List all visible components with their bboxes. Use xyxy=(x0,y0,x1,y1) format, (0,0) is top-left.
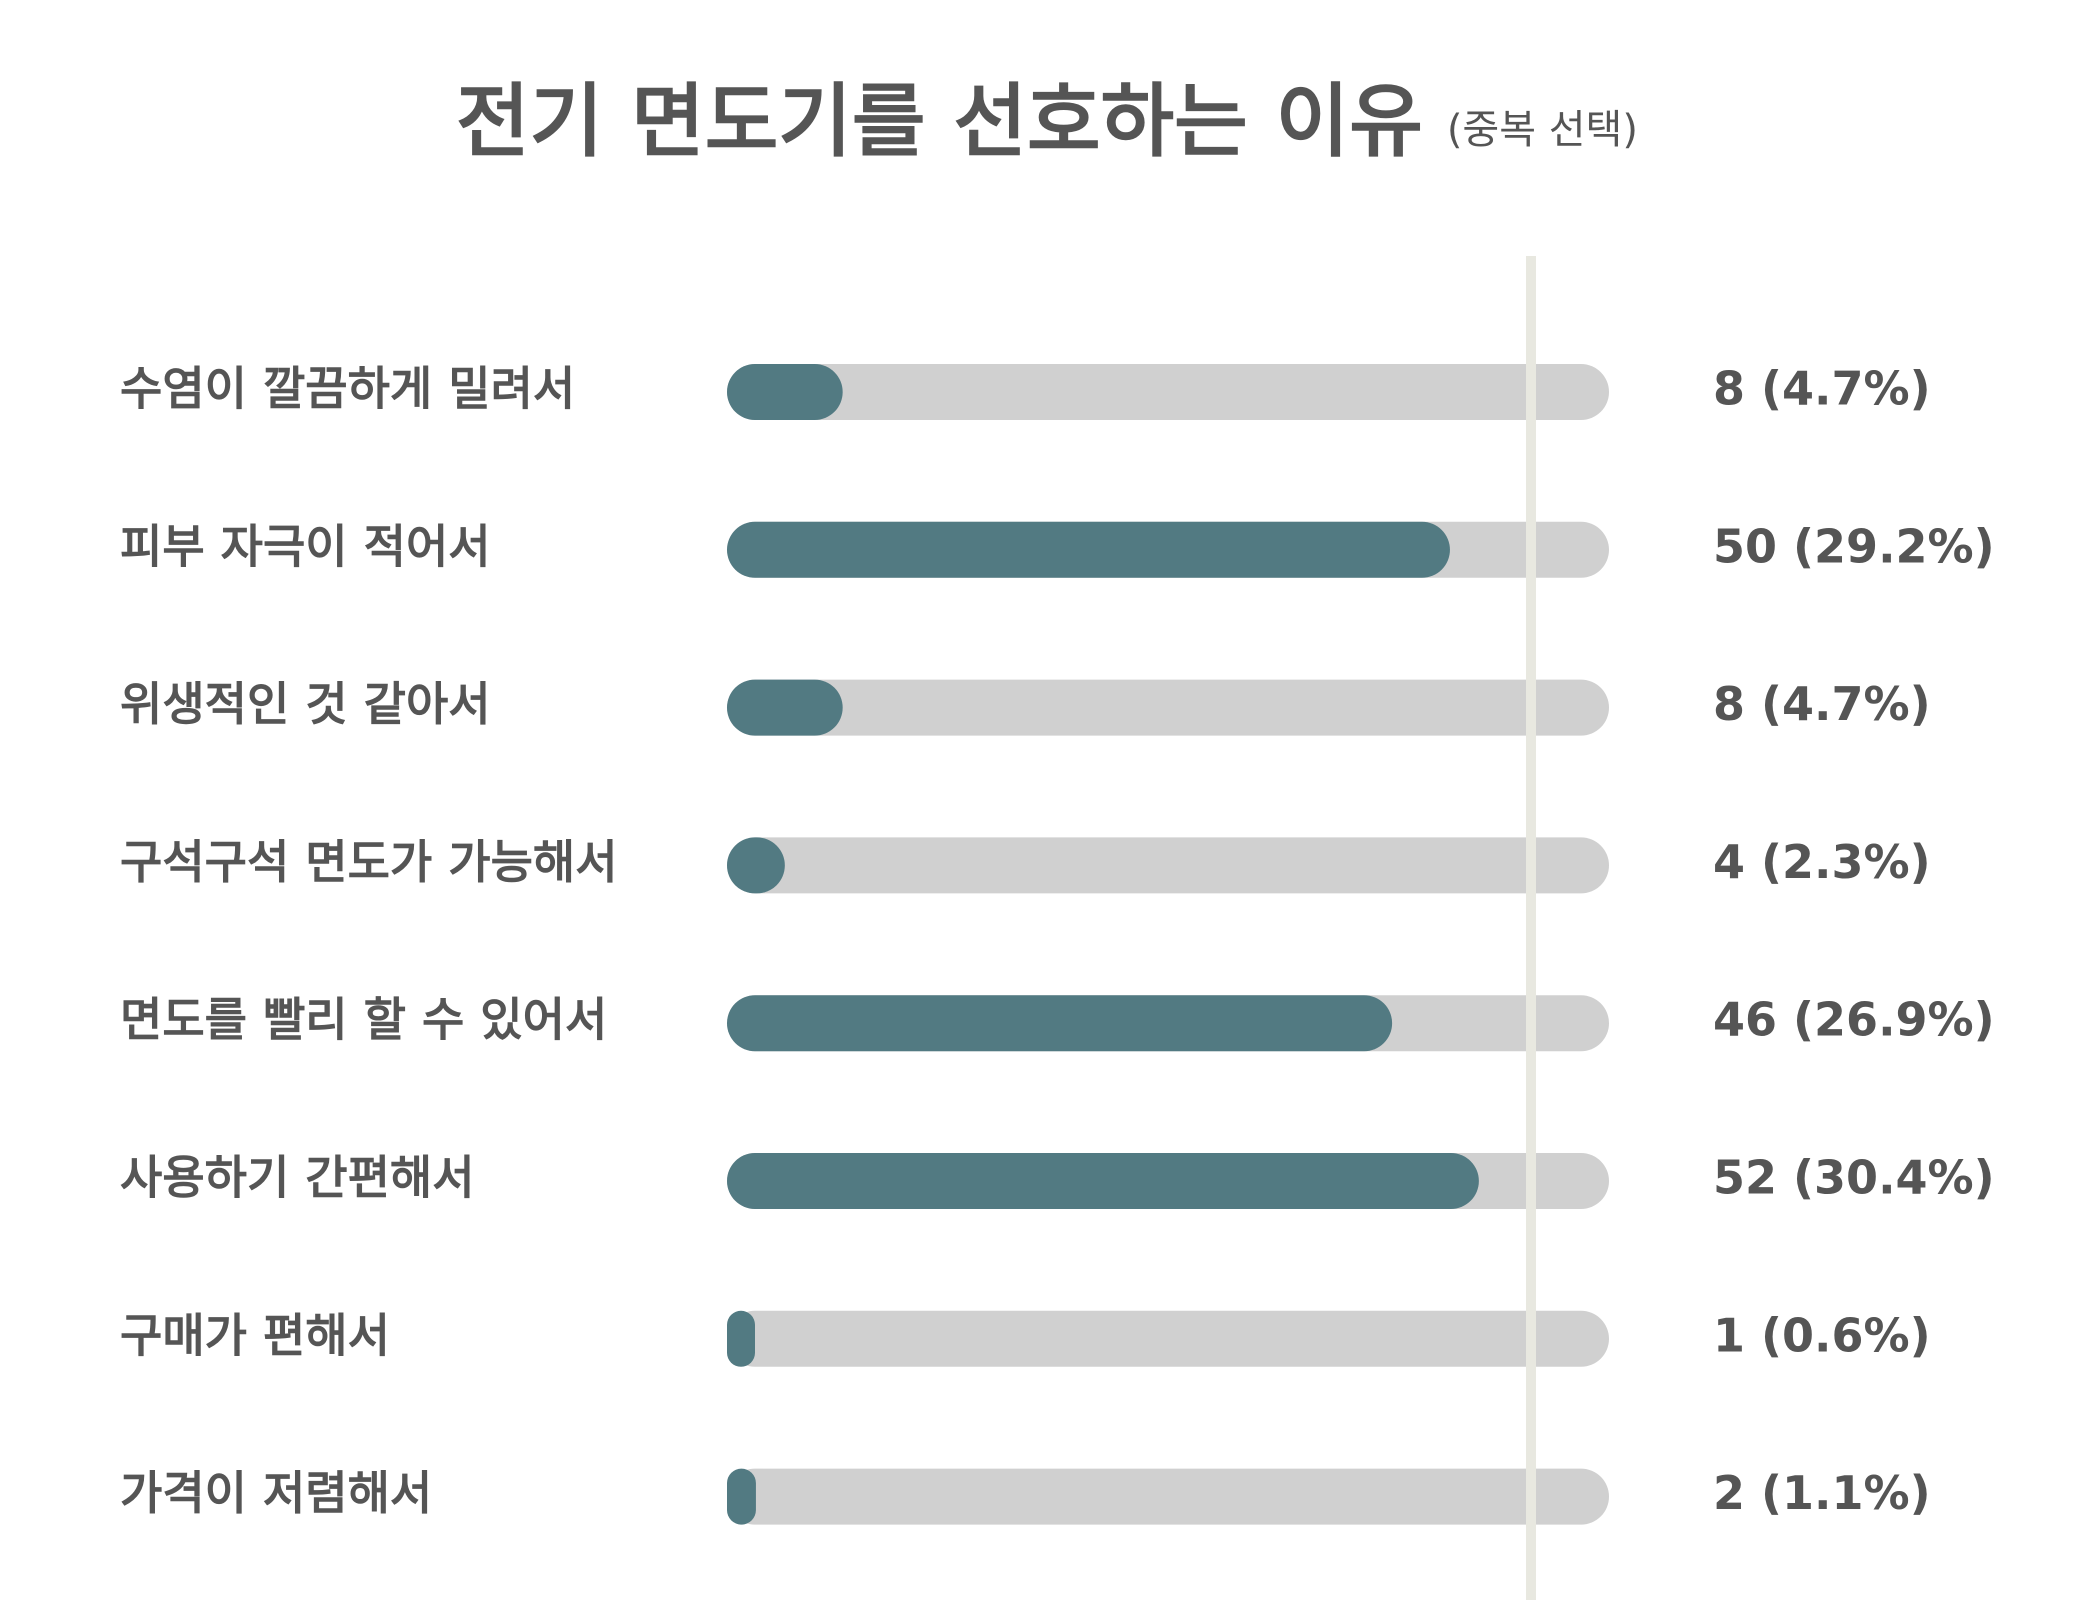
chart-subtitle: (중복 선택) xyxy=(1447,107,1638,153)
category-label: 사용하기 간편해서 xyxy=(120,1151,475,1205)
bar xyxy=(727,837,785,894)
value-label: 46 (26.9%) xyxy=(1713,993,1995,1047)
value-label: 2 (1.1%) xyxy=(1713,1466,1931,1520)
category-label: 면도를 빨리 할 수 있어서 xyxy=(120,993,607,1047)
category-label: 수염이 깔끔하게 밀려서 xyxy=(120,362,575,416)
value-label: 8 (4.7%) xyxy=(1713,362,1931,416)
bar xyxy=(727,521,1450,578)
divider-line xyxy=(1526,256,1536,1600)
value-label: 50 (29.2%) xyxy=(1713,519,1995,573)
chart-title: 전기 면도기를 선호하는 이유 xyxy=(456,75,1423,168)
bar-track xyxy=(727,364,1609,420)
title-group: 전기 면도기를 선호하는 이유 (중복 선택) xyxy=(456,75,1638,168)
bar-track xyxy=(727,837,1609,894)
category-label: 구석구석 면도가 가능해서 xyxy=(120,835,618,889)
value-label: 52 (30.4%) xyxy=(1713,1151,1995,1205)
bars xyxy=(727,364,1479,1525)
value-label: 4 (2.3%) xyxy=(1713,835,1931,889)
bar xyxy=(727,1310,755,1367)
bar xyxy=(727,679,843,736)
bar xyxy=(727,1153,1479,1209)
category-label: 구매가 편해서 xyxy=(120,1308,390,1362)
value-label: 1 (0.6%) xyxy=(1713,1308,1931,1362)
bar-track xyxy=(727,1310,1609,1367)
category-label: 가격이 저렴해서 xyxy=(120,1466,432,1520)
category-label: 위생적인 것 같아서 xyxy=(120,677,491,731)
bar xyxy=(727,364,843,420)
bar xyxy=(727,995,1393,1052)
bar-track xyxy=(727,1468,1609,1525)
bar xyxy=(727,1468,756,1525)
category-label: 피부 자극이 적어서 xyxy=(120,519,491,573)
bar-track xyxy=(727,679,1609,736)
value-label: 8 (4.7%) xyxy=(1713,677,1931,731)
